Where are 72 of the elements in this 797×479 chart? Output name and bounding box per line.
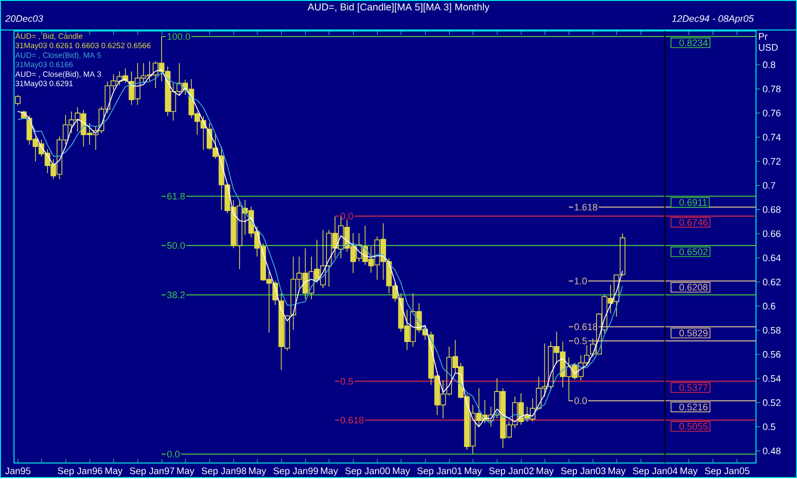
annotation: 0.5055 <box>679 422 708 430</box>
chart-title: AUD=, Bid [Candle][MA 5][MA 3] Monthly <box>308 2 490 12</box>
x-tick-label: Jan03 <box>580 467 606 474</box>
series-label: 0.5 <box>574 337 587 344</box>
y-tick-label: 0.66 <box>762 230 781 237</box>
series-label: 0.0 <box>167 450 180 458</box>
y-axis-title: Pr USD <box>758 32 778 51</box>
series-label: 50.0 <box>167 242 185 249</box>
y-tick-label: 0.54 <box>762 374 781 382</box>
x-tick-label: Sep <box>58 467 74 476</box>
x-tick-label: Jan98 <box>220 467 246 474</box>
series-label: 100.0 <box>168 32 190 40</box>
x-tick-label: May <box>249 467 266 476</box>
x-tick-label: Jan02 <box>508 467 534 474</box>
series-label: 0.618 <box>340 416 364 424</box>
x-tick-label: Sep <box>274 467 290 476</box>
x-tick-label: May <box>392 467 410 476</box>
y-tick-label: 0.52 <box>762 399 780 406</box>
x-tick-label: Sep <box>130 467 146 476</box>
annotation: 0.5377 <box>679 384 708 391</box>
x-tick-label: May <box>320 467 338 476</box>
y-tick-label: 0.74 <box>762 134 781 140</box>
series-label: 0.0 <box>340 212 353 220</box>
annotation: 0.6911 <box>679 198 707 206</box>
annotation: 0.5216 <box>679 403 708 410</box>
x-tick-label: Sep <box>202 467 218 476</box>
series-label: 0.0 <box>574 397 587 404</box>
chart-subtitle: 12Dec94 - 08Apr05 <box>672 14 754 24</box>
series-label: 38.2 <box>167 291 185 298</box>
series-label: 0.5 <box>340 378 353 384</box>
series-label: 1.0 <box>574 277 587 284</box>
y-tick-label: 0.8 <box>762 61 776 68</box>
annotation: 0.6208 <box>679 284 708 290</box>
x-tick-label: May <box>536 467 554 476</box>
y-tick-label: 0.68 <box>762 206 781 213</box>
y-tick-label: 0.76 <box>762 109 781 116</box>
x-tick-label: Sep <box>704 467 721 476</box>
y-tick-label: 0.6 <box>762 302 776 310</box>
text: 20Dec03 <box>5 14 44 22</box>
y-tick-label: 0.58 <box>762 326 781 334</box>
y-tick-label: 0.48 <box>762 447 781 454</box>
x-tick-label: Jan00 <box>364 467 390 474</box>
x-tick-label: Jan04 <box>652 467 678 474</box>
x-tick-label: Sep <box>489 467 506 476</box>
annotation: 0.8234 <box>679 39 708 46</box>
x-tick-label: Sep <box>632 467 649 476</box>
annotation: 0.5829 <box>679 329 708 336</box>
x-tick-label: May <box>608 467 626 476</box>
x-tick-label: Jan96 <box>77 467 102 474</box>
y-tick-label: 0.78 <box>762 85 781 92</box>
x-tick-label: May <box>105 467 123 476</box>
x-tick-label: May <box>680 467 698 476</box>
x-tick-label: Sep <box>417 467 434 476</box>
x-tick-label: Sep <box>561 467 578 476</box>
x-tick-label: May <box>177 467 194 476</box>
y-tick-label: 0.72 <box>762 158 780 164</box>
x-tick-label: May <box>464 467 482 476</box>
y-tick-label: 0.7 <box>762 182 776 189</box>
y-tick-label: 0.56 <box>762 350 781 358</box>
x-tick-label: Jan05 <box>724 467 750 474</box>
y-tick-label: 0.64 <box>762 254 781 262</box>
x-tick-label: Jan97 <box>149 467 174 474</box>
x-tick-label: Sep <box>345 467 362 476</box>
y-tick-label: 0.5 <box>762 423 776 430</box>
x-tick-label: Jan01 <box>436 467 462 474</box>
x-tick-label: Jan99 <box>292 467 318 474</box>
y-tick-label: 0.62 <box>762 278 780 286</box>
x-tick-label: Jan95 <box>5 467 30 474</box>
annotation: 0.6746 <box>679 218 708 226</box>
annotation: 0.6502 <box>679 248 708 255</box>
series-label: 61.8 <box>167 192 185 200</box>
series-label: 1.618 <box>574 204 598 210</box>
